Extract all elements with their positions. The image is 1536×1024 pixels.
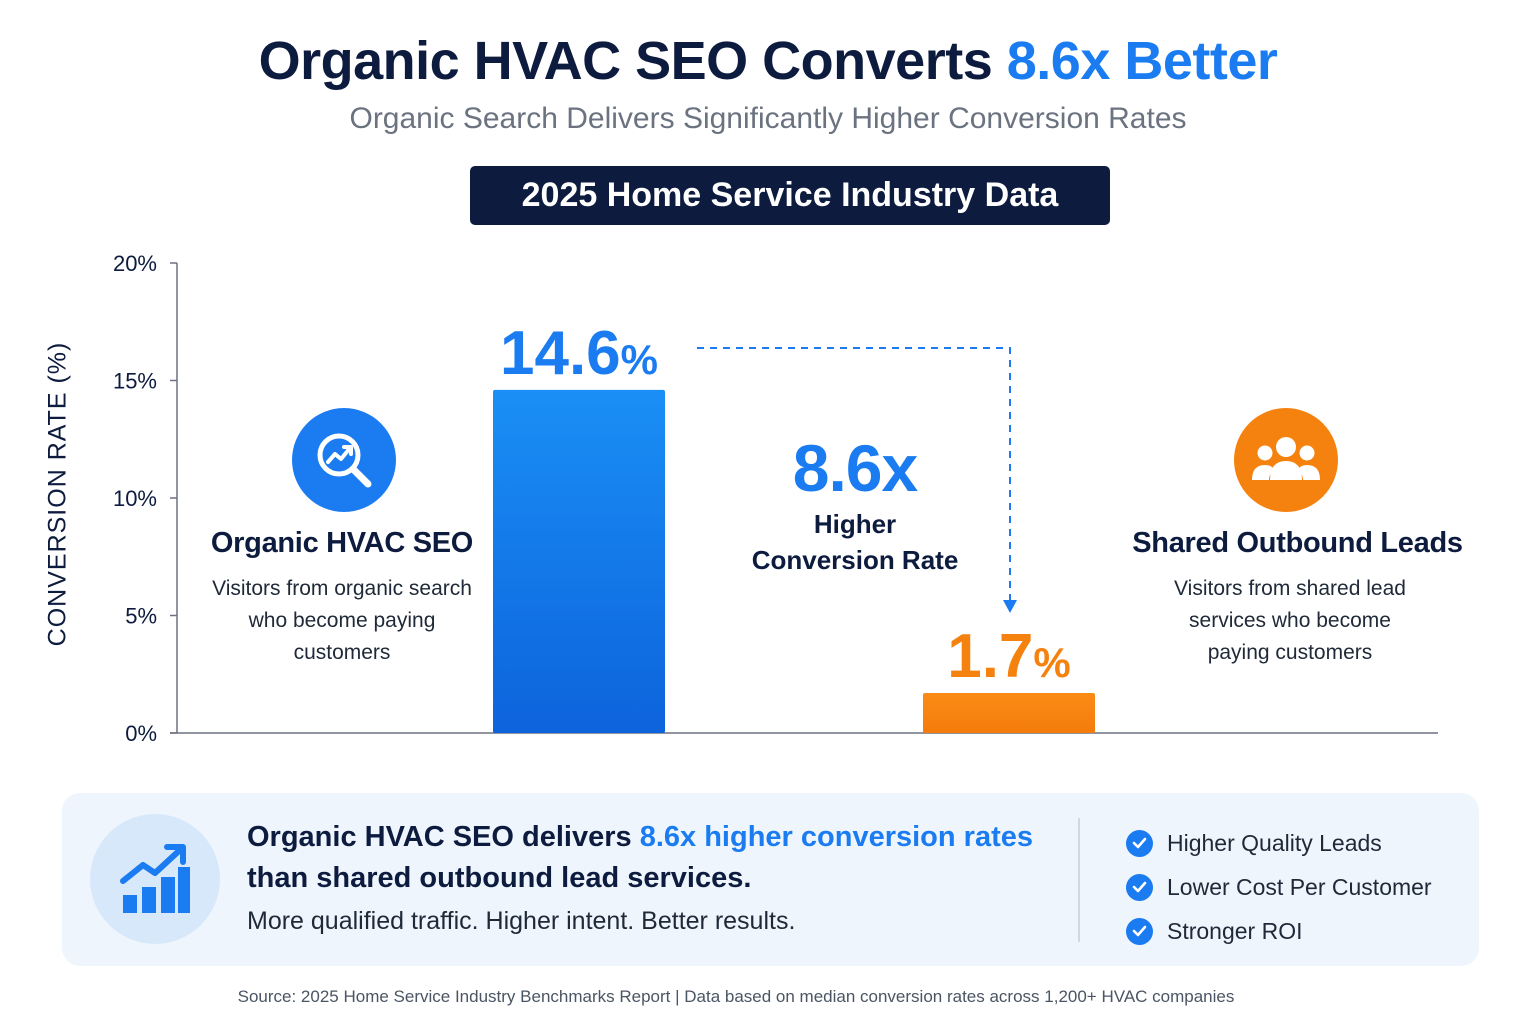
benefit-item: Lower Cost Per Customer [1126, 865, 1432, 909]
benefit-list: Higher Quality Leads Lower Cost Per Cust… [1126, 821, 1432, 953]
summary-headline: Organic HVAC SEO delivers 8.6x higher co… [247, 817, 1067, 899]
organic-series-description: Visitors from organic search who become … [182, 573, 502, 669]
shared-desc-line: paying customers [1207, 641, 1373, 664]
y-axis-label: CONVERSION RATE (%) [43, 341, 72, 647]
check-icon [1126, 873, 1153, 901]
search-analytics-icon [292, 408, 396, 512]
summary-panel: Organic HVAC SEO delivers 8.6x higher co… [62, 793, 1479, 966]
organic-series-title: Organic HVAC SEO [210, 527, 474, 559]
summary-headline-highlight: 8.6x higher conversion rates [639, 821, 1033, 853]
bar-shared-outbound-leads [923, 693, 1095, 733]
check-icon [1126, 917, 1153, 945]
growth-chart-icon [90, 814, 220, 944]
chart-title: Organic HVAC SEO Converts 8.6x Better [0, 30, 1536, 92]
comparison-connector [697, 347, 1011, 600]
multiplier-label-line: Higher [813, 509, 897, 539]
y-tick-label: 15% [113, 369, 157, 394]
shared-desc-line: services who become [1189, 609, 1391, 632]
summary-headline-text: Organic HVAC SEO delivers [247, 821, 640, 853]
users-group-icon [1234, 408, 1338, 512]
benefit-label: Higher Quality Leads [1167, 829, 1382, 856]
benefit-label: Stronger ROI [1167, 917, 1303, 944]
multiplier-label-line: Conversion Rate [751, 545, 959, 575]
shared-series-description: Visitors from shared lead services who b… [1130, 573, 1450, 669]
title-main: Organic HVAC SEO Converts [258, 31, 993, 91]
data-year-badge: 2025 Home Service Industry Data [470, 166, 1110, 225]
organic-desc-line: customers [293, 641, 391, 664]
chart-subtitle: Organic Search Delivers Significantly Hi… [349, 102, 1187, 135]
y-tick-label: 10% [113, 486, 157, 511]
organic-desc-line: Visitors from organic search [212, 577, 472, 600]
benefit-label: Lower Cost Per Customer [1167, 873, 1432, 900]
benefit-item: Higher Quality Leads [1126, 821, 1432, 865]
bar-value-label: 14.6% [500, 319, 658, 388]
y-tick-label: 20% [113, 251, 157, 276]
summary-headline-text: than shared outbound lead services. [247, 862, 752, 894]
y-tick-label: 0% [125, 721, 157, 746]
shared-series-title: Shared Outbound Leads [1132, 527, 1463, 559]
y-tick-label: 5% [125, 604, 157, 629]
bar-value-label: 1.7% [947, 622, 1071, 691]
multiplier-value: 8.6x [792, 431, 918, 505]
shared-desc-line: Visitors from shared lead [1174, 577, 1406, 600]
source-note: Source: 2025 Home Service Industry Bench… [237, 987, 1235, 1006]
summary-divider [1078, 818, 1080, 942]
check-icon [1126, 829, 1153, 857]
multiplier-label: Higher Conversion Rate [740, 506, 970, 578]
connector-arrowhead [1003, 600, 1017, 613]
bar-organic-hvac-seo [493, 389, 665, 733]
summary-subtext: More qualified traffic. Higher intent. B… [247, 907, 796, 935]
benefit-item: Stronger ROI [1126, 909, 1432, 953]
organic-desc-line: who become paying [248, 609, 436, 632]
title-accent: 8.6x Better [1006, 31, 1278, 91]
